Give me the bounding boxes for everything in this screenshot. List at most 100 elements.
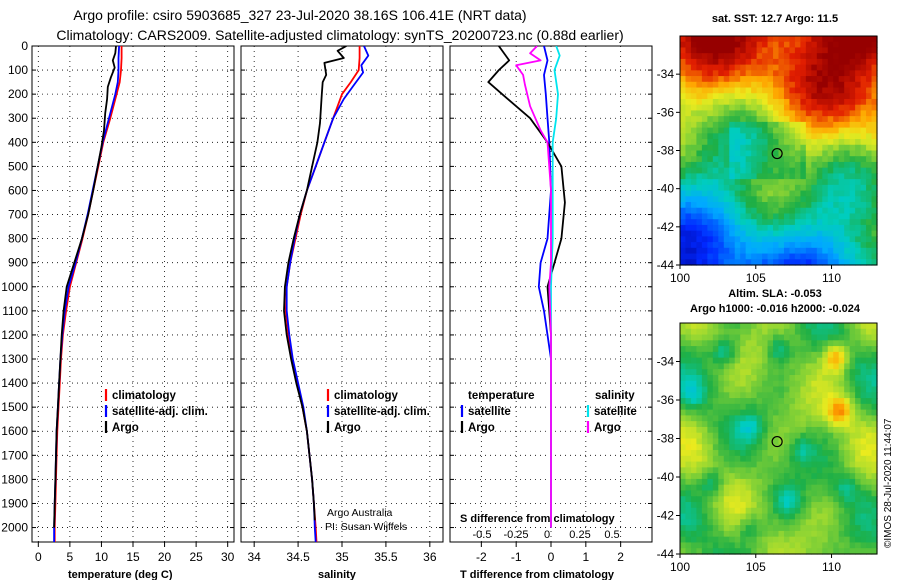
heatmap-cell (833, 357, 840, 365)
heatmap-cell (734, 542, 741, 549)
heatmap-cell (871, 542, 878, 549)
heatmap-cell (707, 346, 714, 353)
heatmap-cell (860, 421, 867, 428)
heatmap-cell (871, 81, 878, 89)
heatmap-cell (778, 357, 785, 365)
x-tick-label: 30 (221, 550, 235, 564)
heatmap-cell (844, 496, 851, 503)
heatmap-cell (745, 548, 752, 555)
heatmap-cell (805, 542, 812, 549)
heatmap-cell (838, 421, 845, 428)
heatmap-cell (696, 363, 703, 370)
heatmap-cell (701, 426, 708, 434)
heatmap-cell (871, 473, 878, 480)
heatmap-cell (816, 398, 823, 405)
heatmap-cell (833, 415, 840, 422)
heatmap-cell (707, 230, 714, 237)
heatmap-cell (811, 121, 818, 129)
heatmap-cell (794, 98, 801, 106)
map-y-tick-label: -44 (657, 258, 675, 272)
heatmap-cell (800, 104, 807, 112)
heatmap-cell (685, 156, 692, 163)
heatmap-cell (794, 247, 801, 255)
heatmap-cell (745, 450, 752, 457)
heatmap-cell (756, 438, 763, 445)
heatmap-cell (734, 173, 741, 180)
heatmap-cell (680, 455, 687, 463)
heatmap-cell (871, 58, 878, 66)
heatmap-cell (860, 116, 867, 123)
heatmap-cell (800, 230, 807, 237)
heatmap-cell (718, 374, 725, 382)
heatmap-cell (729, 207, 736, 215)
heatmap-cell (844, 473, 851, 480)
heatmap-cell (707, 478, 714, 486)
heatmap-cell (751, 259, 758, 266)
heatmap-cell (849, 357, 856, 365)
heatmap-cell (745, 467, 752, 474)
heatmap-cell (740, 236, 747, 243)
heatmap-cell (756, 484, 763, 492)
heatmap-cell (844, 346, 851, 353)
heatmap-cell (794, 392, 801, 399)
depth-axis-ticks: 0100200300400500600700800900100011001200… (1, 39, 28, 535)
heatmap-cell (789, 144, 796, 152)
heatmap-cell (822, 76, 829, 83)
heatmap-cell (723, 548, 730, 555)
heatmap-cell (745, 156, 752, 163)
heatmap-cell (816, 70, 823, 77)
heatmap-cell (800, 150, 807, 157)
heatmap-cell (718, 415, 725, 422)
heatmap-cell (762, 253, 769, 260)
heatmap-cell (816, 253, 823, 260)
heatmap-cell (833, 478, 840, 486)
heatmap-cell (783, 121, 791, 129)
heatmap-cell (696, 139, 703, 146)
heatmap-cell (712, 380, 719, 388)
heatmap-cell (811, 502, 818, 509)
heatmap-cell (773, 173, 780, 180)
heatmap-cell (762, 455, 769, 463)
x-tick-label: 34 (247, 550, 261, 564)
heatmap-cell (690, 93, 698, 100)
heatmap-cell (740, 173, 747, 180)
heatmap-cell (871, 116, 878, 123)
heatmap-cell (838, 432, 845, 440)
heatmap-cell (871, 76, 878, 83)
heatmap-cell (816, 438, 823, 445)
heatmap-cell (690, 116, 698, 123)
heatmap-cell (756, 47, 763, 54)
heatmap-cell (712, 144, 719, 152)
heatmap-cell (740, 415, 747, 422)
heatmap-cell (701, 450, 708, 457)
heatmap-cell (729, 328, 736, 336)
heatmap-cell (740, 484, 747, 492)
heatmap-cell (789, 519, 796, 526)
secondary-tick: 0.25 (569, 529, 590, 541)
heatmap-cell (811, 259, 818, 266)
heatmap-cell (871, 110, 878, 117)
heatmap-cell (762, 357, 769, 365)
heatmap-cell (844, 93, 851, 100)
heatmap-cell (827, 496, 834, 503)
heatmap-cell (701, 507, 708, 515)
heatmap-cell (833, 426, 840, 434)
heatmap-cell (783, 548, 791, 555)
heatmap-cell (696, 513, 703, 520)
heatmap-cell (696, 70, 703, 77)
heatmap-cell (855, 380, 862, 388)
heatmap-cell (712, 230, 719, 237)
heatmap-cell (696, 219, 703, 226)
heatmap-cell (800, 236, 807, 243)
heatmap-cell (762, 36, 769, 43)
heatmap-cell (816, 161, 823, 169)
heatmap-cell (696, 536, 703, 544)
heatmap-cell (783, 81, 791, 89)
heatmap-cell (756, 58, 763, 66)
heatmap-cell (838, 190, 845, 197)
heatmap-cell (794, 323, 801, 330)
heatmap-cell (855, 64, 862, 71)
heatmap-cell (745, 351, 752, 359)
heatmap-cell (811, 224, 818, 232)
heatmap-cell (783, 161, 791, 169)
